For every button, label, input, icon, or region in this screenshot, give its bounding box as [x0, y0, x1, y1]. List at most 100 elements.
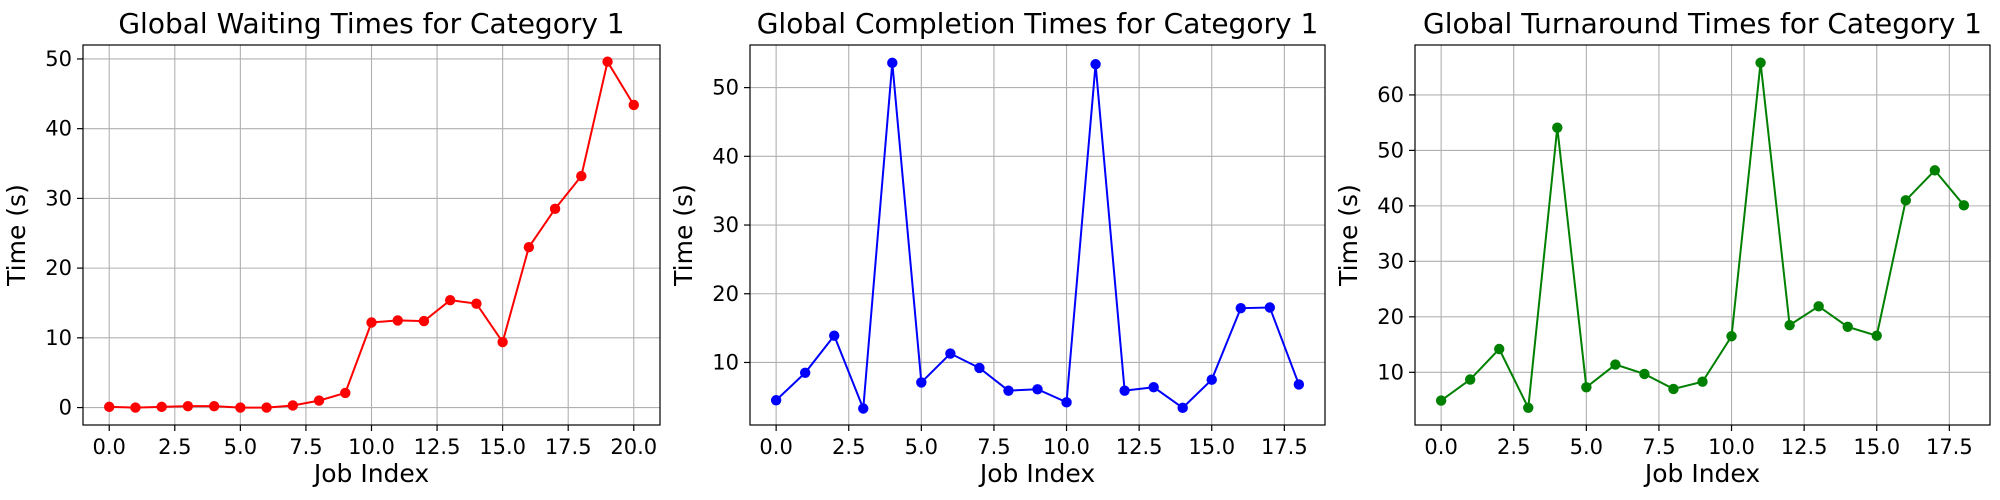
data-point — [1697, 376, 1708, 387]
series-line — [1440, 62, 1965, 412]
data-point — [1929, 165, 1941, 176]
data-point — [1581, 382, 1592, 393]
x-axis-label: Job Index — [1643, 459, 1760, 488]
y-tick-label: 50 — [712, 76, 739, 100]
x-tick-label: 17.5 — [1926, 435, 1973, 459]
y-tick-label: 20 — [712, 282, 739, 306]
data-point — [1842, 321, 1853, 333]
y-tick-label: 60 — [1377, 83, 1404, 107]
x-axis-label: Job Index — [978, 459, 1095, 488]
data-point — [858, 403, 869, 414]
y-tick-label: 40 — [712, 144, 739, 168]
y-tick-label: 20 — [45, 256, 72, 280]
y-tick-label: 50 — [1377, 138, 1404, 162]
data-point — [1813, 301, 1824, 312]
x-tick-label: 10.0 — [348, 435, 395, 459]
data-point — [916, 377, 927, 388]
data-point — [1119, 385, 1130, 396]
data-point — [392, 315, 403, 326]
x-tick-label: 0.0 — [93, 435, 126, 459]
y-tick-label: 40 — [45, 117, 72, 141]
data-point — [770, 395, 782, 406]
data-point — [182, 400, 194, 412]
data-point — [1755, 57, 1766, 68]
chart-title: Global Completion Times for Category 1 — [757, 7, 1319, 40]
y-tick-label: 10 — [712, 350, 739, 374]
x-tick-label: 12.5 — [1116, 435, 1163, 459]
data-point — [974, 362, 985, 374]
chart-panel-1: 0.0 2.5 5.0 7.5 10.0 12.5 15.0 17.5 20.0 0 10 20 30 4… — [2, 7, 661, 488]
data-point — [602, 56, 613, 67]
data-point — [1061, 397, 1072, 408]
chart-panel-3: 0.0 2.5 5.0 7.5 10.0 12.5 15.0 17.5 10 20 30 40 50 60… — [1334, 7, 1991, 488]
x-tick-label: 15.0 — [1853, 435, 1900, 459]
x-tick-label: 5.0 — [224, 435, 257, 459]
data-point — [1494, 343, 1505, 355]
x-axis-label: Job Index — [312, 459, 429, 488]
data-point — [1784, 319, 1795, 331]
series-line — [775, 62, 1300, 410]
x-tick-label: 5.0 — [1570, 435, 1603, 459]
x-tick-label: 2.5 — [1497, 435, 1530, 459]
y-tick-label: 10 — [45, 326, 72, 350]
data-point — [1871, 330, 1882, 341]
data-point — [1523, 402, 1534, 414]
y-tick-label: 10 — [1377, 360, 1404, 384]
x-tick-label: 12.5 — [414, 435, 461, 459]
data-point — [1726, 331, 1737, 342]
data-point — [104, 401, 115, 413]
data-point — [313, 395, 325, 406]
y-tick-label: 40 — [1377, 194, 1404, 218]
x-tick-label: 7.5 — [977, 435, 1010, 459]
data-point — [471, 298, 482, 309]
y-tick-label: 20 — [1377, 305, 1404, 329]
data-point — [1235, 302, 1246, 314]
data-point — [523, 242, 535, 253]
data-point — [366, 317, 377, 328]
data-point — [887, 57, 898, 69]
data-point — [1032, 384, 1043, 395]
data-point — [444, 294, 456, 306]
x-tick-label: 0.0 — [759, 435, 792, 459]
data-point — [549, 203, 561, 215]
data-point — [418, 315, 430, 327]
data-point — [235, 402, 246, 413]
data-point — [1293, 379, 1305, 390]
x-tick-label: 15.0 — [1188, 435, 1235, 459]
data-point — [1958, 200, 1970, 211]
x-tick-label: 10.0 — [1708, 435, 1755, 459]
x-tick-label: 12.5 — [1781, 435, 1828, 459]
x-tick-label: 2.5 — [158, 435, 191, 459]
x-tick-label: 0.0 — [1424, 435, 1457, 459]
y-tick-label: 30 — [712, 213, 739, 237]
plot-frame — [1414, 44, 1991, 426]
data-point — [576, 170, 587, 182]
x-tick-label: 10.0 — [1043, 435, 1090, 459]
x-tick-label: 20.0 — [610, 435, 657, 459]
chart-panel-2: 0.0 2.5 5.0 7.5 10.0 12.5 15.0 17.5 10 20 30 40 50 Gl… — [669, 7, 1326, 488]
y-tick-label: 50 — [45, 47, 72, 71]
data-point — [1668, 383, 1679, 395]
chart-title: Global Turnaround Times for Category 1 — [1423, 7, 1982, 40]
x-tick-label: 2.5 — [832, 435, 865, 459]
data-point — [628, 99, 639, 111]
x-tick-label: 15.0 — [479, 435, 526, 459]
x-tick-label: 17.5 — [1261, 435, 1308, 459]
x-tick-label: 7.5 — [289, 435, 322, 459]
x-tick-label: 17.5 — [545, 435, 592, 459]
y-axis-label: Time (s) — [669, 184, 698, 287]
data-point — [829, 330, 840, 341]
data-point — [1435, 395, 1447, 406]
data-point — [1639, 368, 1650, 380]
plot-frame — [749, 44, 1326, 426]
data-point — [1003, 385, 1014, 396]
data-point — [1090, 59, 1101, 70]
data-point — [1464, 374, 1476, 385]
data-point — [130, 402, 141, 413]
y-axis-label: Time (s) — [2, 184, 31, 287]
data-point — [1610, 359, 1621, 370]
data-point — [287, 400, 299, 411]
data-point — [1900, 195, 1911, 206]
